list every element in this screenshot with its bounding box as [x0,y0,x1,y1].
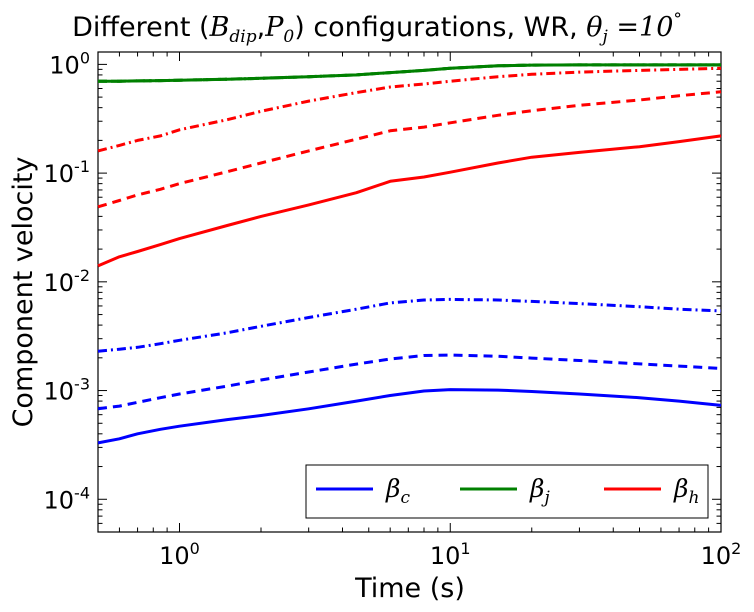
legend-symbol: β [529,474,544,503]
y-tick-label-base: 10 [49,51,80,79]
title-p-symbol: P [264,12,284,43]
title-comma: , [257,12,266,43]
x-axis: 100 101 102 [97,52,742,570]
y-tick-label: 10-2 [44,266,91,297]
series-beta_h-dashed [97,90,722,209]
series-beta_c-solid [97,388,722,445]
title-b-subscript: dip [229,27,256,47]
legend-box [305,464,709,519]
series-beta_j-dashdot [98,63,721,83]
x-tick-label-base: 10 [159,542,190,570]
y-tick-label: 10-1 [44,157,91,188]
legend-symbol: β [673,474,688,503]
y-tick-label-base: 10 [44,160,75,188]
series-beta_h-dashdot [97,66,722,153]
x-tick-label: 101 [430,539,471,570]
x-tick-label-exponent: 2 [731,539,741,558]
chart-title: Different (Bdip,P0) configurations, WR, … [72,10,682,47]
title-theta-subscript: j [599,27,609,47]
title-p-subscript: 0 [283,27,294,47]
legend: βc βj βh [305,464,709,519]
legend-subscript: h [688,488,699,508]
legend-label-j: βj [529,474,550,508]
legend-subscript: c [400,488,410,508]
title-theta: θ [586,12,602,43]
y-tick-label: 100 [49,48,90,79]
title-equals: =10 [608,12,674,43]
x-tick-label-base: 10 [701,542,732,570]
y-tick-label-exponent: -4 [74,483,90,502]
x-tick-label: 102 [701,539,742,570]
x-tick-label-base: 10 [430,542,461,570]
y-tick-label-exponent: -2 [74,266,90,285]
plot-area [97,51,722,533]
legend-subscript: j [540,488,550,508]
title-prefix: Different ( [72,12,209,43]
legend-label-h: βh [673,474,699,508]
series-beta_j-dashed [98,63,721,83]
x-tick-label-exponent: 0 [190,539,200,558]
y-axis-label: Component velocity [8,157,39,428]
title-b-symbol: B [209,12,230,43]
legend-symbol: β [385,474,400,503]
y-tick-label-base: 10 [44,486,75,514]
y-tick-label-exponent: 0 [80,48,90,67]
y-tick-label: 10-3 [44,375,91,406]
y-tick-label-base: 10 [44,269,75,297]
y-tick-label-exponent: -1 [74,157,90,176]
x-tick-label: 100 [159,539,200,570]
series-beta_c-dashdot [97,297,722,353]
x-tick-label-exponent: 1 [460,539,470,558]
title-suffix: ) configurations, WR, [294,12,586,43]
y-tick-label: 10-4 [44,483,91,514]
series-beta_c-dashed [97,353,722,411]
title-degree: ° [673,10,682,30]
y-tick-label-exponent: -3 [74,375,90,394]
x-axis-label: Time (s) [354,573,465,604]
y-tick-label-base: 10 [44,378,75,406]
legend-label-c: βc [385,474,410,508]
series-beta_h-solid [97,134,722,268]
series-layer [97,63,722,445]
